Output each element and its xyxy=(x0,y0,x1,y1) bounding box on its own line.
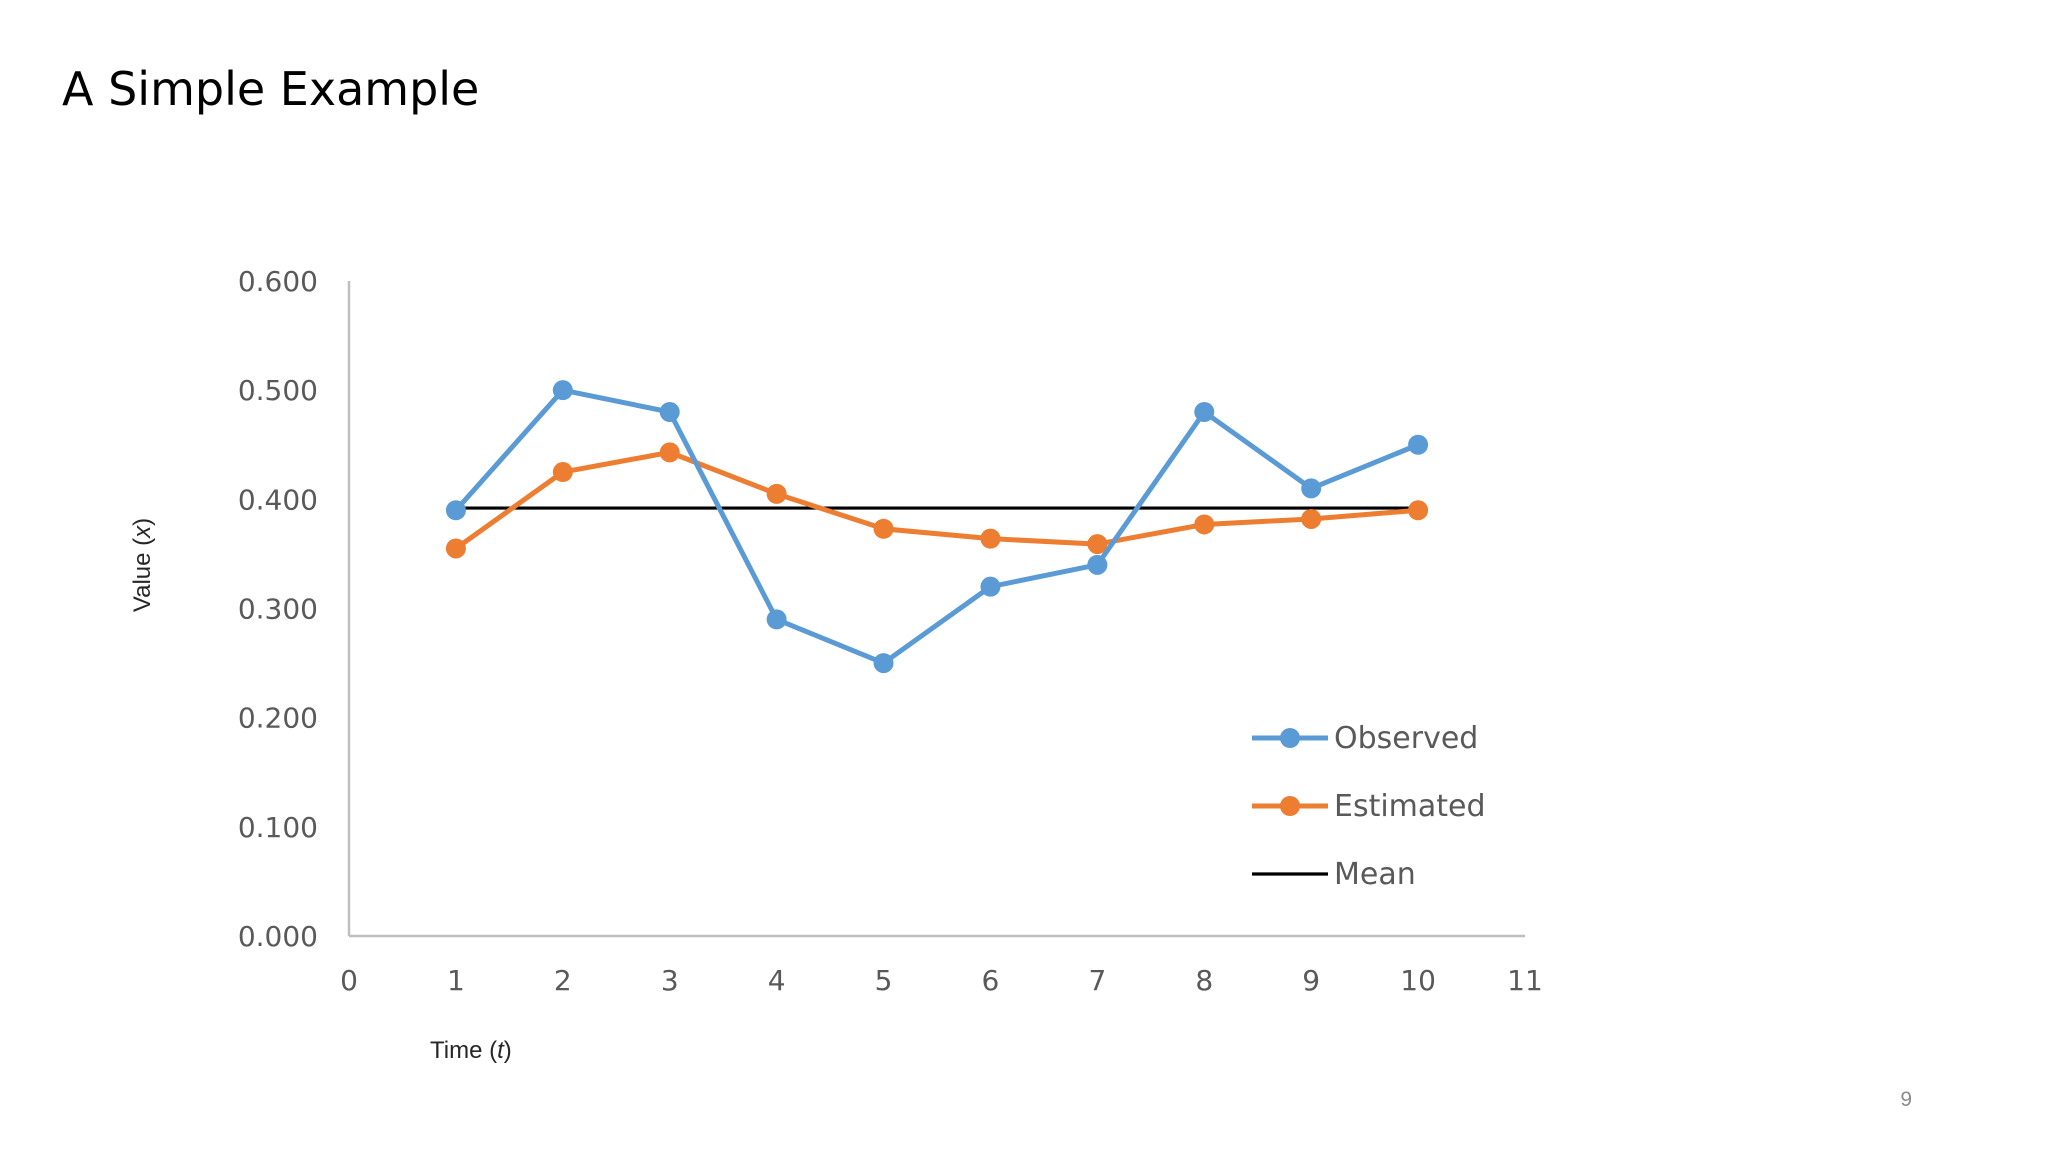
data-point-observed xyxy=(766,609,787,630)
legend-label-observed: Observed xyxy=(1334,721,1478,756)
data-point-estimated xyxy=(873,518,894,539)
data-point-estimated xyxy=(1087,534,1108,555)
data-point-observed xyxy=(1301,478,1322,499)
data-point-observed xyxy=(1087,554,1108,575)
data-point-observed xyxy=(980,576,1001,597)
x-tick-label: 6 xyxy=(982,964,1000,997)
page-number: 9 xyxy=(1900,1088,1912,1111)
data-point-estimated xyxy=(1408,500,1429,521)
x-tick-label: 11 xyxy=(1507,964,1543,997)
x-tick-label: 10 xyxy=(1400,964,1436,997)
y-tick-label: 0.500 xyxy=(238,374,318,407)
x-tick-label: 0 xyxy=(340,964,358,997)
x-axis-title: Time (t) xyxy=(430,1037,512,1064)
data-point-estimated xyxy=(1194,514,1215,535)
x-axis-ticks: 0 1 2 3 4 5 6 7 8 9 10 11 xyxy=(340,964,1543,997)
legend-item-observed: Observed xyxy=(1252,721,1478,756)
slide-title: A Simple Example xyxy=(62,62,480,116)
data-point-observed xyxy=(552,380,573,401)
y-tick-label: 0.300 xyxy=(238,593,318,626)
y-axis-title: Value (x) xyxy=(129,518,156,612)
series-observed xyxy=(445,380,1429,674)
y-tick-label: 0.600 xyxy=(238,265,318,298)
legend-item-estimated: Estimated xyxy=(1252,789,1486,824)
y-tick-label: 0.200 xyxy=(238,702,318,735)
x-tick-label: 1 xyxy=(447,964,465,997)
x-tick-label: 4 xyxy=(768,964,786,997)
x-tick-label: 7 xyxy=(1088,964,1106,997)
data-point-estimated xyxy=(552,462,573,483)
series-line-estimated xyxy=(454,449,1419,551)
x-tick-label: 8 xyxy=(1195,964,1213,997)
data-point-estimated xyxy=(766,483,787,504)
legend-label-estimated: Estimated xyxy=(1334,789,1486,824)
y-axis-ticks: 0.000 0.100 0.200 0.300 0.400 0.500 0.600 xyxy=(238,265,318,953)
data-point-observed xyxy=(1408,434,1429,455)
legend-label-mean: Mean xyxy=(1334,857,1416,892)
data-point-estimated xyxy=(445,538,466,559)
y-tick-label: 0.000 xyxy=(238,920,318,953)
data-point-observed xyxy=(1194,402,1215,422)
data-point-observed xyxy=(445,500,466,521)
chart-legend: Observed Estimated Mean xyxy=(1252,721,1486,892)
x-tick-label: 5 xyxy=(875,964,893,997)
y-tick-label: 0.400 xyxy=(238,483,318,516)
data-point-observed xyxy=(873,653,894,674)
legend-marker-estimated xyxy=(1280,796,1300,816)
legend-item-mean: Mean xyxy=(1252,857,1416,892)
x-tick-label: 2 xyxy=(554,964,572,997)
legend-marker-observed xyxy=(1280,728,1300,748)
x-tick-label: 9 xyxy=(1302,964,1320,997)
data-point-observed xyxy=(659,402,680,422)
y-tick-label: 0.100 xyxy=(238,811,318,844)
series-layer xyxy=(445,380,1429,674)
data-point-estimated xyxy=(1301,508,1322,529)
x-tick-label: 3 xyxy=(661,964,679,997)
data-point-estimated xyxy=(980,528,1001,549)
series-line-observed xyxy=(454,387,1420,666)
series-estimated xyxy=(445,442,1429,559)
chart-axes xyxy=(347,281,1525,938)
data-point-estimated xyxy=(659,442,680,463)
